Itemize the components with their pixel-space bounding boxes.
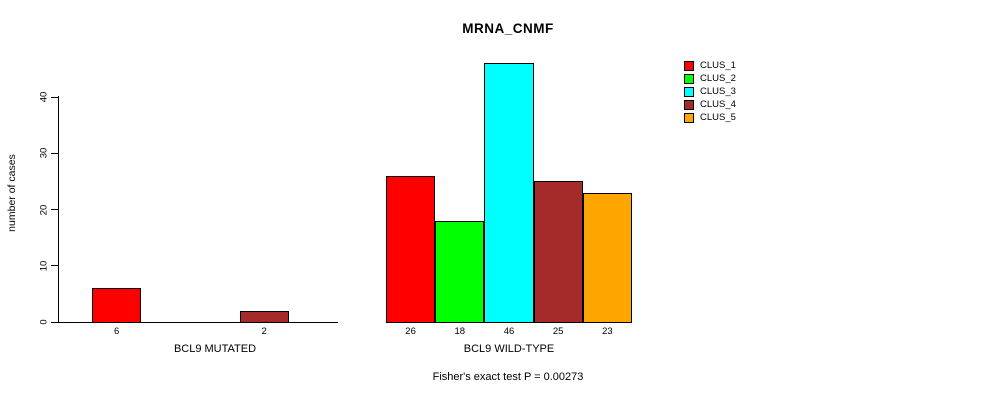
- y-axis-title: number of cases: [6, 154, 18, 232]
- bar-clus_2-group2: [435, 221, 485, 323]
- chart-title: MRNA_CNMF: [462, 21, 554, 36]
- legend-row: CLUS_1: [684, 59, 736, 72]
- legend-label: CLUS_5: [700, 112, 736, 123]
- y-tick-mark: [51, 265, 58, 267]
- legend-row: CLUS_3: [684, 85, 736, 98]
- y-tick-mark: [51, 321, 58, 323]
- legend-swatch-icon: [684, 86, 694, 97]
- y-tick-label: 10: [38, 260, 50, 272]
- legend: CLUS_1 CLUS_2 CLUS_3 CLUS_4 CLUS_5: [684, 59, 736, 124]
- bar-value-label: 23: [602, 326, 613, 337]
- bar-clus_1-group1: [92, 288, 142, 323]
- bar-clus_5-group2: [582, 193, 632, 323]
- bar-clus_4-group2: [533, 181, 583, 323]
- legend-swatch-icon: [684, 112, 694, 123]
- bar-clus_4-group1: [239, 311, 289, 323]
- y-axis-line: [58, 96, 59, 322]
- y-tick-mark: [51, 152, 58, 154]
- y-tick-mark: [51, 209, 58, 210]
- legend-label: CLUS_3: [700, 86, 736, 97]
- bar-value-label: 26: [405, 326, 416, 337]
- legend-label: CLUS_4: [700, 99, 736, 110]
- y-tick-label: 40: [38, 91, 50, 103]
- legend-label: CLUS_2: [700, 73, 736, 84]
- bar-value-label: 18: [454, 326, 466, 337]
- y-tick-label: 20: [38, 204, 50, 215]
- legend-row: CLUS_2: [684, 72, 736, 85]
- group-label-bcl9-mutated: BCL9 MUTATED: [173, 343, 257, 355]
- bar-clus_1-group2: [386, 176, 436, 323]
- y-tick-label: 0: [38, 319, 50, 325]
- legend-row: CLUS_4: [684, 98, 736, 111]
- legend-row: CLUS_5: [684, 111, 736, 124]
- legend-swatch-icon: [684, 60, 694, 71]
- legend-swatch-icon: [684, 99, 694, 110]
- bar-value-label: 2: [261, 326, 267, 337]
- legend-label: CLUS_1: [700, 60, 736, 71]
- bar-value-label: 46: [503, 326, 515, 337]
- x-axis-line: [58, 322, 338, 323]
- bar-clus_3-group2: [484, 63, 534, 323]
- group-label-bcl9-wild-type: BCL9 WILD-TYPE: [463, 343, 555, 355]
- fisher-test-caption: Fisher's exact test P = 0.00273: [432, 371, 584, 383]
- legend-swatch-icon: [684, 73, 694, 84]
- y-tick-mark: [51, 96, 58, 98]
- y-tick-label: 30: [38, 147, 50, 159]
- bar-value-label: 25: [552, 326, 564, 337]
- bar-value-label: 6: [113, 326, 120, 337]
